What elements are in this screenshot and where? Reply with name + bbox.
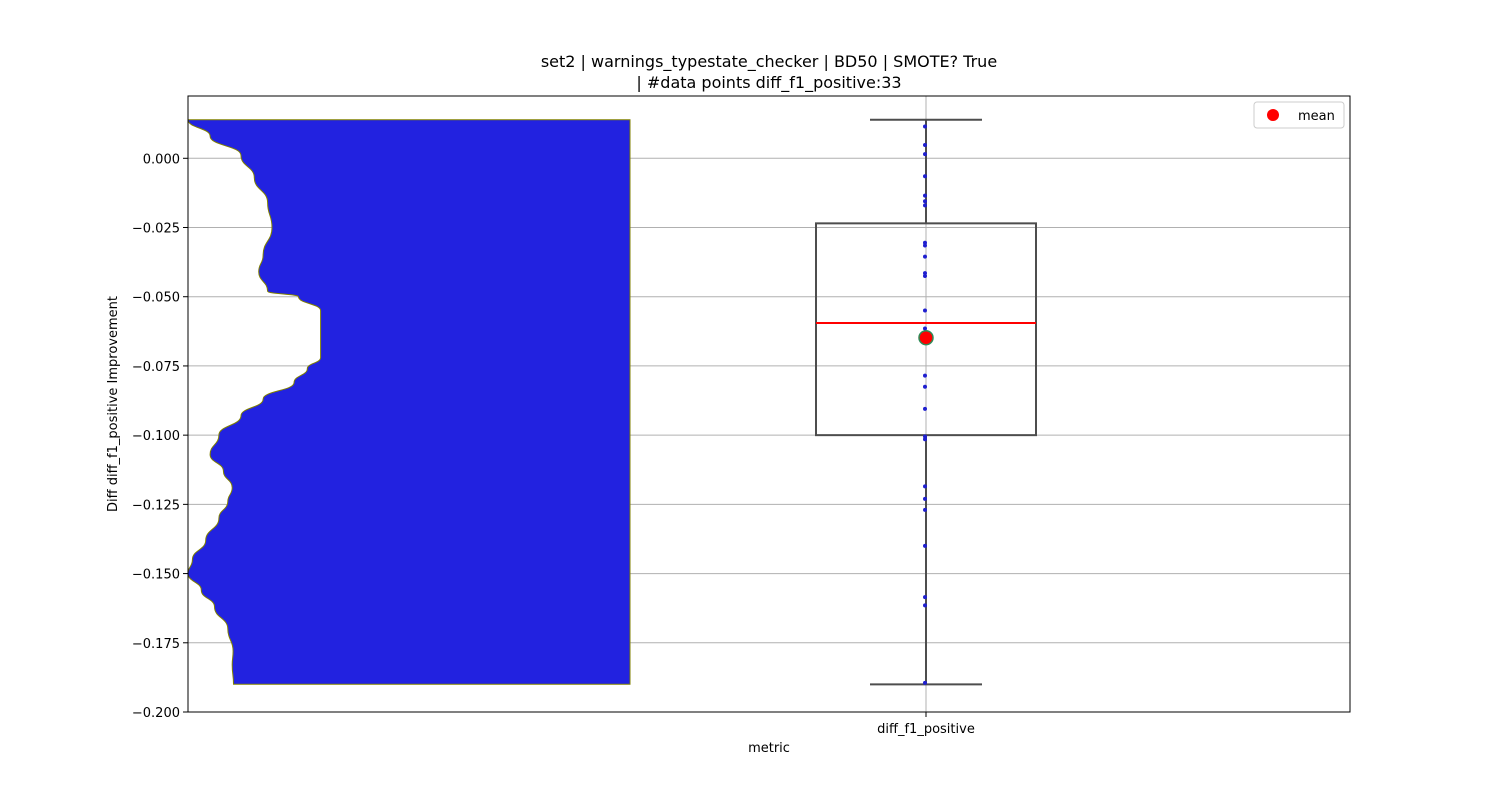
data-point: [923, 680, 927, 685]
data-point: [923, 595, 927, 600]
data-point: [923, 193, 927, 198]
chart-title-line2: | #data points diff_f1_positive:33: [636, 73, 901, 93]
data-point: [923, 124, 927, 129]
legend: mean: [1253, 101, 1345, 129]
strip-points: [918, 124, 934, 685]
data-point: [923, 603, 927, 608]
violin: [188, 119, 631, 685]
legend-frame: [1253, 101, 1345, 129]
data-point: [923, 243, 927, 248]
y-tick-label: −0.200: [132, 706, 180, 721]
data-point: [923, 271, 927, 276]
x-tick-label: diff_f1_positive: [877, 722, 975, 737]
data-point: [923, 326, 927, 331]
data-point: [923, 434, 927, 439]
data-point: [923, 373, 927, 378]
plot-frame: [187, 95, 1351, 713]
data-point: [923, 203, 927, 208]
y-tick-label: −0.075: [132, 360, 180, 375]
y-axis-label: Diff diff_f1_positive Improvement: [106, 296, 121, 512]
legend-mean-label: mean: [1298, 109, 1335, 124]
legend-mean-marker: [1267, 109, 1279, 121]
data-point: [923, 174, 927, 179]
mean-marker: [918, 329, 934, 346]
data-point: [923, 406, 927, 411]
data-point: [923, 308, 927, 313]
data-point: [923, 496, 927, 501]
data-point: [923, 507, 927, 512]
y-tick-label: −0.175: [132, 637, 180, 652]
y-tick-label: −0.150: [132, 568, 180, 583]
x-axis-label: metric: [748, 741, 790, 756]
data-point: [923, 437, 927, 442]
data-point: [923, 273, 927, 278]
data-point: [923, 240, 927, 245]
y-tick-label: −0.125: [132, 498, 180, 513]
y-tick-label: 0.000: [143, 152, 180, 167]
data-point: [923, 199, 927, 204]
data-point: [923, 384, 927, 389]
x-axis: diff_f1_positive: [877, 712, 975, 737]
data-point: [923, 254, 927, 259]
data-point: [923, 543, 927, 548]
data-point: [923, 484, 927, 489]
y-tick-label: −0.100: [132, 429, 180, 444]
data-point: [923, 152, 927, 157]
y-tick-label: −0.050: [132, 291, 180, 306]
y-tick-label: −0.025: [132, 222, 180, 237]
chart-title-line1: set2 | warnings_typestate_checker | BD50…: [541, 52, 997, 72]
violin-body: [188, 119, 631, 685]
data-point: [923, 143, 927, 148]
y-axis: 0.000 −0.025 −0.050 −0.075 −0.100 −0.125 −0.15…: [132, 152, 188, 721]
